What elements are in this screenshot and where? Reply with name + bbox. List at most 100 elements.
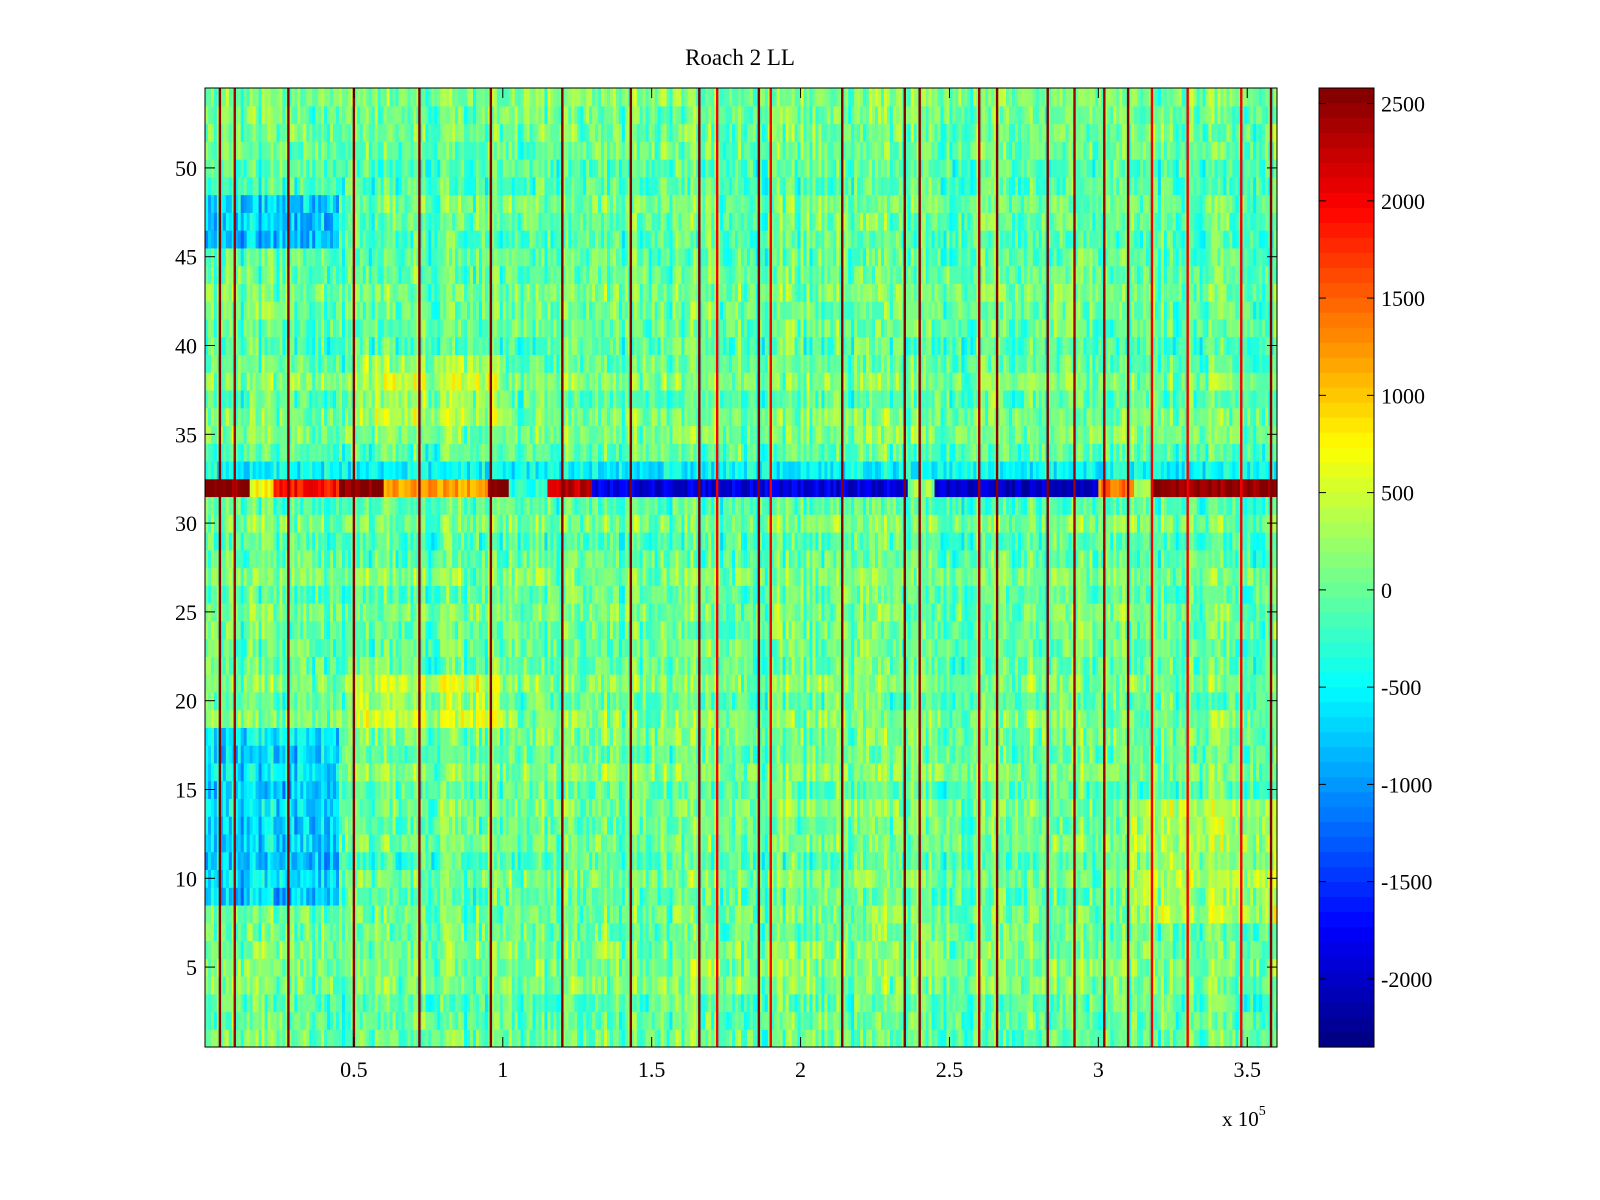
heatmap-cell	[675, 1011, 680, 1030]
heatmap-cell	[931, 940, 936, 959]
heatmap-cell	[568, 975, 572, 995]
heatmap-cell	[246, 940, 251, 959]
heatmap-cell	[907, 1011, 912, 1030]
heatmap-cell	[922, 940, 927, 959]
heatmap-cell	[1226, 940, 1230, 959]
heatmap-cell	[717, 958, 721, 977]
heatmap-cell	[979, 1011, 983, 1030]
heatmap-cell	[824, 1029, 828, 1048]
heatmap-cell	[586, 993, 590, 1013]
heatmap-cell	[1160, 993, 1165, 1013]
heatmap-cell	[455, 958, 459, 977]
heatmap-cell	[669, 940, 674, 959]
heatmap-cell	[359, 922, 364, 942]
heatmap-cell	[1169, 940, 1174, 959]
heatmap-cell	[1017, 1011, 1022, 1030]
heatmap-cell	[225, 993, 230, 1013]
heatmap-cell	[738, 975, 742, 995]
heatmap-cell	[934, 993, 939, 1013]
heatmap-cell	[794, 1029, 799, 1048]
heatmap-cell	[496, 993, 501, 1013]
heatmap-cell	[270, 1011, 275, 1030]
heatmap-cell	[580, 1011, 584, 1030]
heatmap-cell	[258, 958, 263, 977]
heatmap-cell	[1262, 993, 1266, 1013]
heatmap-cell	[368, 922, 373, 942]
heatmap-cell	[1226, 1029, 1230, 1048]
heatmap-cell	[207, 1029, 212, 1048]
heatmap-cell	[511, 1011, 516, 1030]
heatmap-cell	[502, 958, 507, 977]
heatmap-cell	[1110, 975, 1114, 995]
heatmap-cell	[1256, 940, 1260, 959]
heatmap-cell	[383, 922, 388, 942]
heatmap-cell	[446, 922, 450, 942]
heatmap-cell	[205, 975, 209, 995]
heatmap-cell	[720, 1029, 724, 1048]
heatmap-cell	[478, 1011, 483, 1030]
heatmap-cell	[842, 993, 846, 1013]
heatmap-cell	[875, 1029, 879, 1048]
heatmap-cell	[741, 1011, 745, 1030]
heatmap-cell	[550, 993, 554, 1013]
heatmap-cell	[651, 975, 656, 995]
heatmap-cell	[761, 958, 766, 977]
heatmap-cell	[886, 993, 891, 1013]
heatmap-cell	[1017, 993, 1022, 1013]
heatmap-cell	[928, 1029, 933, 1048]
heatmap-cell	[815, 940, 820, 959]
heatmap-cell	[222, 922, 227, 942]
heatmap-cell	[738, 958, 742, 977]
heatmap-cell	[833, 1029, 837, 1048]
heatmap-cell	[720, 958, 724, 977]
heatmap-cell	[261, 922, 266, 942]
heatmap-cell	[1050, 993, 1055, 1013]
heatmap-cell	[1032, 1011, 1037, 1030]
heatmap-cell	[1047, 975, 1052, 995]
heatmap-cell	[910, 1029, 915, 1048]
heatmap-cell	[219, 993, 224, 1013]
heatmap-cell	[255, 1029, 260, 1048]
heatmap-cell	[380, 993, 385, 1013]
heatmap-cell	[312, 1029, 316, 1048]
heatmap-cell	[1151, 958, 1156, 977]
heatmap-cell	[1166, 993, 1171, 1013]
heatmap-cell	[1196, 993, 1201, 1013]
heatmap-cell	[568, 958, 572, 977]
heatmap-cell	[523, 958, 528, 977]
heatmap-cell	[327, 993, 331, 1013]
heatmap-cell	[276, 958, 281, 977]
heatmap-cell	[1247, 1011, 1251, 1030]
heatmap-cell	[535, 958, 540, 977]
heatmap-cell	[672, 940, 677, 959]
heatmap-cell	[475, 993, 480, 1013]
heatmap-cell	[1006, 1029, 1010, 1048]
heatmap-cell	[693, 975, 697, 995]
heatmap-cell	[1029, 993, 1034, 1013]
heatmap-cell	[869, 1029, 873, 1048]
heatmap-cell	[1095, 940, 1099, 959]
heatmap-cell	[532, 1029, 537, 1048]
heatmap-cell	[669, 975, 674, 995]
heatmap-cell	[1250, 1011, 1254, 1030]
heatmap-cell	[842, 958, 846, 977]
heatmap-cell	[1098, 993, 1102, 1013]
heatmap-cell	[341, 1011, 346, 1030]
heatmap-cell	[779, 1029, 784, 1048]
heatmap-cell	[743, 975, 748, 995]
heatmap-cell	[609, 1011, 614, 1030]
heatmap-cell	[523, 975, 528, 995]
heatmap-cell	[800, 958, 805, 977]
heatmap-cell	[1220, 940, 1224, 959]
heatmap-cell	[785, 975, 790, 995]
heatmap-cell	[633, 940, 638, 959]
heatmap-cell	[934, 940, 939, 959]
heatmap-cell	[791, 940, 796, 959]
heatmap-cell	[821, 940, 825, 959]
heatmap-cell	[746, 1029, 751, 1048]
heatmap-cell	[258, 940, 263, 959]
heatmap-cell	[726, 993, 730, 1013]
heatmap-cell	[791, 958, 796, 977]
heatmap-cell	[318, 922, 322, 942]
heatmap-cell	[904, 1029, 909, 1048]
